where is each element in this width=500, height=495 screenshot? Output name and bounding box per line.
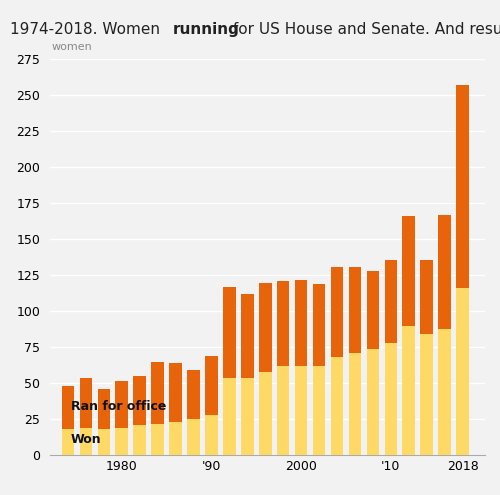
- Bar: [116, 428, 128, 455]
- Bar: [80, 428, 92, 455]
- Bar: [241, 378, 254, 455]
- Bar: [259, 372, 272, 455]
- Bar: [295, 280, 308, 455]
- Bar: [384, 343, 397, 455]
- Bar: [366, 349, 379, 455]
- Bar: [62, 386, 74, 455]
- Bar: [330, 267, 344, 455]
- Bar: [98, 389, 110, 455]
- Bar: [116, 381, 128, 455]
- Bar: [80, 378, 92, 455]
- Text: 1974-2018. Women: 1974-2018. Women: [10, 22, 165, 37]
- Bar: [456, 85, 469, 455]
- Bar: [134, 425, 146, 455]
- Bar: [223, 378, 235, 455]
- Bar: [330, 357, 344, 455]
- Bar: [348, 267, 361, 455]
- Bar: [62, 430, 74, 455]
- Bar: [384, 259, 397, 455]
- Bar: [277, 281, 289, 455]
- Bar: [456, 289, 469, 455]
- Bar: [187, 370, 200, 455]
- Bar: [420, 335, 433, 455]
- Bar: [170, 363, 182, 455]
- Text: running: running: [172, 22, 240, 37]
- Bar: [152, 424, 164, 455]
- Bar: [152, 362, 164, 455]
- Bar: [134, 376, 146, 455]
- Bar: [241, 294, 254, 455]
- Bar: [205, 356, 218, 455]
- Bar: [313, 366, 326, 455]
- Bar: [295, 366, 308, 455]
- Text: Ran for office: Ran for office: [70, 400, 166, 413]
- Bar: [438, 329, 451, 455]
- Bar: [348, 353, 361, 455]
- Bar: [223, 287, 235, 455]
- Bar: [205, 415, 218, 455]
- Bar: [98, 430, 110, 455]
- Text: Won: Won: [70, 433, 102, 446]
- Bar: [277, 366, 289, 455]
- Bar: [259, 283, 272, 455]
- Bar: [420, 259, 433, 455]
- Text: women: women: [52, 42, 92, 52]
- Bar: [187, 419, 200, 455]
- Bar: [438, 215, 451, 455]
- Bar: [402, 326, 415, 455]
- Bar: [313, 284, 326, 455]
- Bar: [170, 422, 182, 455]
- Bar: [366, 271, 379, 455]
- Bar: [402, 216, 415, 455]
- Text: for US House and Senate. And results.: for US House and Senate. And results.: [228, 22, 500, 37]
